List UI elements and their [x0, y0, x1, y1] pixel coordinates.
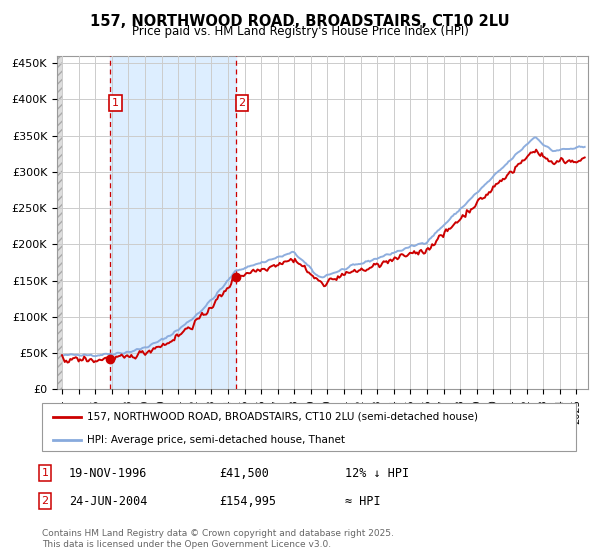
Text: 2: 2	[238, 98, 245, 108]
Text: 1: 1	[41, 468, 49, 478]
Text: HPI: Average price, semi-detached house, Thanet: HPI: Average price, semi-detached house,…	[87, 435, 345, 445]
Bar	[110, 56, 236, 389]
Text: 2: 2	[41, 496, 49, 506]
Text: ≈ HPI: ≈ HPI	[345, 494, 380, 508]
Text: Contains HM Land Registry data © Crown copyright and database right 2025.
This d: Contains HM Land Registry data © Crown c…	[42, 529, 394, 549]
Text: 1: 1	[112, 98, 119, 108]
Text: 12% ↓ HPI: 12% ↓ HPI	[345, 466, 409, 480]
Text: £154,995: £154,995	[219, 494, 276, 508]
Text: 157, NORTHWOOD ROAD, BROADSTAIRS, CT10 2LU: 157, NORTHWOOD ROAD, BROADSTAIRS, CT10 2…	[90, 14, 510, 29]
Text: 19-NOV-1996: 19-NOV-1996	[69, 466, 148, 480]
Text: 157, NORTHWOOD ROAD, BROADSTAIRS, CT10 2LU (semi-detached house): 157, NORTHWOOD ROAD, BROADSTAIRS, CT10 2…	[87, 412, 478, 422]
Text: Price paid vs. HM Land Registry's House Price Index (HPI): Price paid vs. HM Land Registry's House …	[131, 25, 469, 38]
Text: 24-JUN-2004: 24-JUN-2004	[69, 494, 148, 508]
Text: £41,500: £41,500	[219, 466, 269, 480]
